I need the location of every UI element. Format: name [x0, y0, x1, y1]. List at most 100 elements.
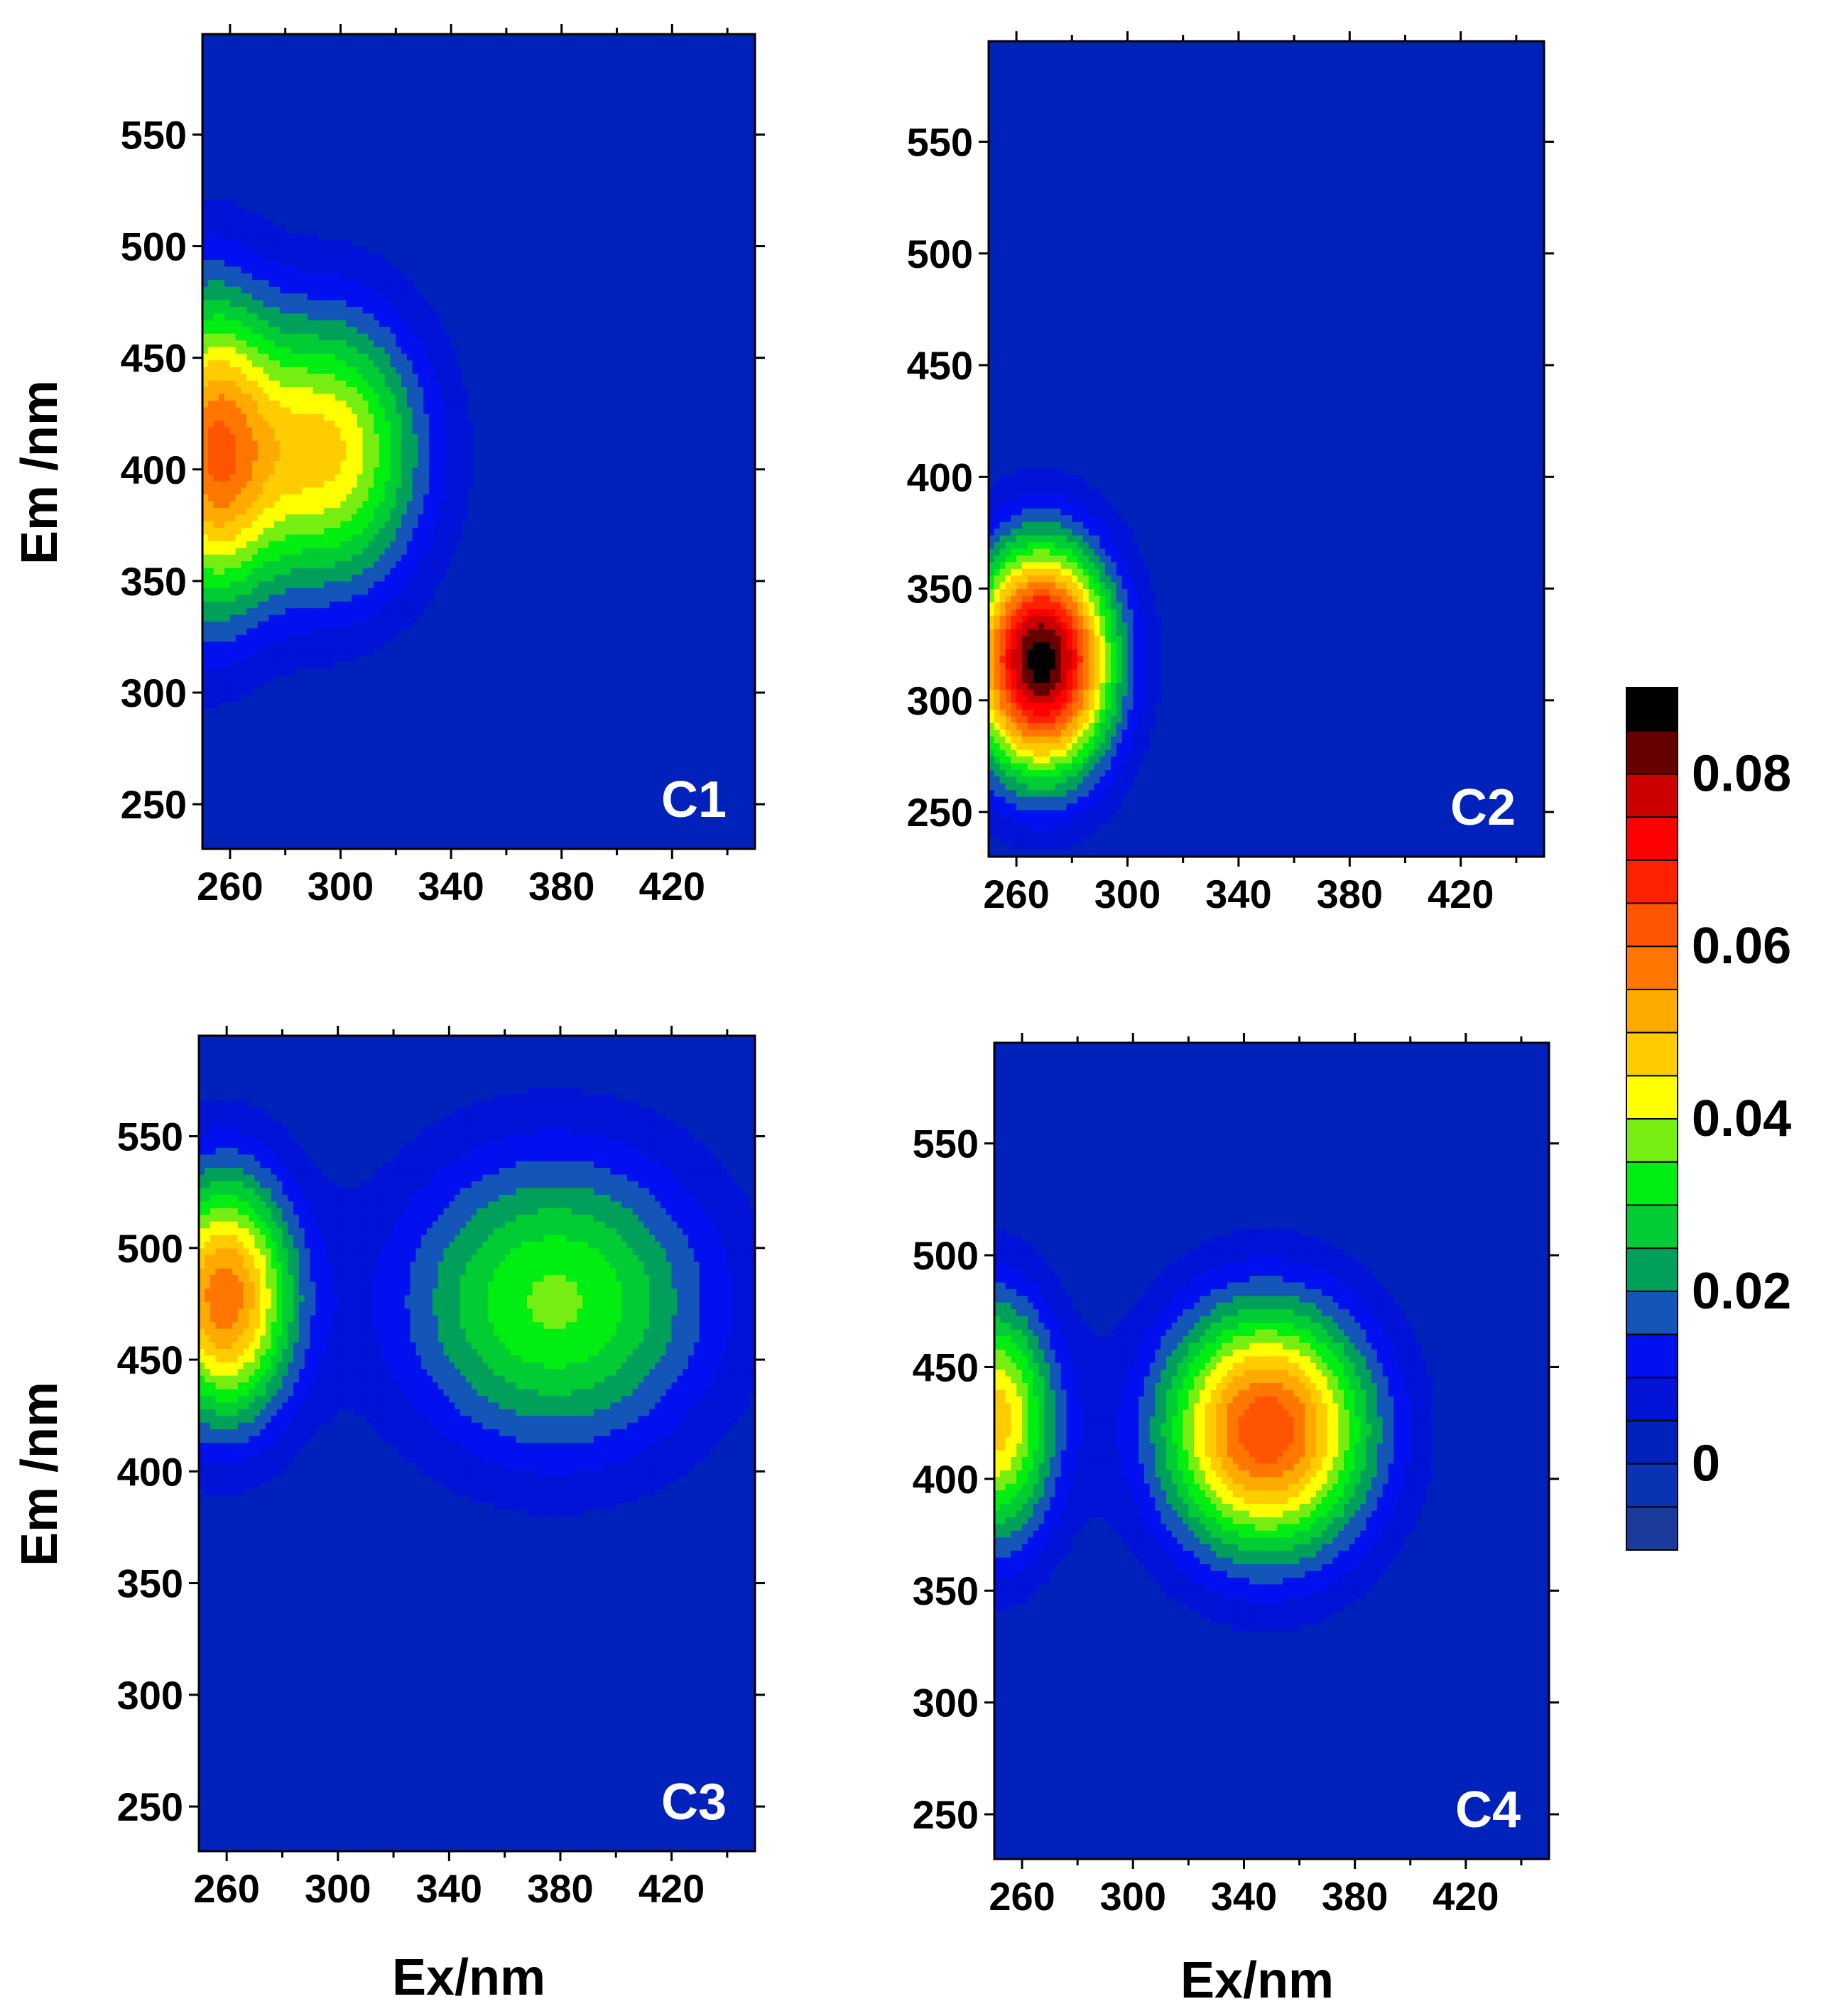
heatmap-cell	[1149, 742, 1156, 750]
heatmap-cell	[440, 533, 446, 541]
heatmap-cell	[390, 554, 396, 562]
heatmap-cell	[307, 594, 314, 602]
heatmap-cell	[1111, 528, 1117, 536]
heatmap-cell	[1050, 602, 1056, 609]
heatmap-cell	[257, 293, 264, 300]
heatmap-cell	[1038, 676, 1045, 683]
heatmap-cell	[307, 246, 314, 254]
heatmap-cell	[362, 253, 369, 260]
heatmap-cell	[235, 621, 242, 629]
heatmap-cell	[204, 1341, 211, 1349]
heatmap-cell	[257, 326, 264, 334]
heatmap-cell	[1161, 629, 1167, 636]
heatmap-cell	[296, 353, 303, 361]
heatmap-cell	[1038, 689, 1045, 697]
heatmap-cell	[423, 614, 430, 622]
heatmap-cell	[423, 494, 430, 502]
heatmap-cell	[1111, 582, 1117, 590]
heatmap-cell	[456, 554, 463, 562]
heatmap-cell	[285, 359, 292, 367]
heatmap-cell	[257, 574, 264, 582]
heatmap-cell	[224, 373, 231, 381]
heatmap-cell	[340, 533, 347, 541]
heatmap-cell	[1072, 796, 1078, 804]
heatmap-cell	[1066, 508, 1072, 516]
heatmap-cell	[246, 313, 253, 320]
heatmap-cell	[390, 273, 396, 281]
heatmap-cell	[401, 607, 408, 615]
heatmap-cell	[268, 580, 275, 588]
heatmap-cell	[229, 587, 237, 595]
heatmap-cell	[207, 406, 214, 414]
heatmap-cell	[1050, 676, 1056, 683]
heatmap-cell	[229, 527, 237, 535]
heatmap-cell	[213, 440, 219, 448]
heatmap-cell	[307, 386, 314, 394]
heatmap-cell	[396, 554, 402, 562]
heatmap-cell	[1027, 575, 1034, 582]
heatmap-cell	[1027, 541, 1034, 549]
heatmap-cell	[268, 286, 275, 294]
heatmap-cell	[1011, 488, 1017, 495]
heatmap-cell	[1144, 588, 1151, 596]
heatmap-cell	[1094, 494, 1100, 502]
heatmap-cell	[1127, 676, 1134, 683]
heatmap-cell	[313, 621, 319, 629]
heatmap-cell	[257, 521, 264, 529]
heatmap-cell	[1050, 548, 1056, 556]
heatmap-cell	[263, 554, 269, 562]
heatmap-cell	[401, 521, 408, 529]
heatmap-cell	[307, 300, 314, 307]
heatmap-cell	[215, 1355, 222, 1362]
heatmap-cell	[1044, 615, 1050, 623]
heatmap-cell	[451, 527, 457, 535]
heatmap-cell	[352, 547, 358, 555]
heatmap-cell	[274, 634, 281, 642]
heatmap-cell	[307, 273, 314, 281]
heatmap-cell	[241, 521, 247, 529]
heatmap-cell	[374, 648, 380, 656]
heatmap-cell	[999, 769, 1006, 777]
heatmap-cell	[307, 674, 314, 682]
heatmap-cell	[429, 580, 435, 588]
heatmap-cell	[296, 560, 303, 568]
heatmap-cell	[1077, 703, 1084, 710]
heatmap-cell	[302, 487, 308, 494]
heatmap-cell	[241, 413, 247, 421]
heatmap-cell	[257, 601, 264, 609]
heatmap-cell	[329, 494, 336, 502]
heatmap-cell	[224, 661, 231, 668]
heatmap-cell	[274, 326, 281, 334]
heatmap-cell	[1127, 642, 1134, 650]
heatmap-cell	[368, 648, 374, 656]
heatmap-cell	[202, 185, 209, 193]
heatmap-cell	[252, 574, 259, 582]
heatmap-cell	[204, 1475, 211, 1483]
heatmap-cell	[246, 547, 253, 555]
heatmap-cell	[989, 776, 995, 784]
heatmap-cell	[445, 406, 452, 414]
heatmap-cell	[1005, 810, 1011, 817]
heatmap-cell	[994, 736, 1001, 744]
heatmap-cell	[1055, 756, 1062, 764]
heatmap-cell	[1077, 501, 1084, 509]
heatmap-cell	[362, 320, 369, 327]
heatmap-cell	[302, 594, 308, 602]
heatmap-cell	[423, 326, 430, 334]
heatmap-cell	[274, 587, 281, 595]
heatmap-cell	[1027, 676, 1034, 683]
heatmap-cell	[235, 560, 242, 568]
heatmap-cell	[340, 453, 347, 461]
heatmap-cell	[318, 259, 325, 267]
heatmap-cell	[252, 560, 259, 568]
heatmap-cells	[199, 1073, 756, 1530]
heatmap-cell	[1099, 608, 1106, 616]
heatmap-cell	[263, 279, 269, 287]
heatmap-cell	[1050, 481, 1056, 489]
heatmap-cell	[335, 359, 342, 367]
heatmap-cell	[224, 533, 231, 541]
heatmap-cell	[429, 487, 435, 494]
heatmap-cell	[285, 246, 292, 254]
heatmap-cell	[352, 541, 358, 548]
heatmap-cell	[379, 641, 386, 649]
